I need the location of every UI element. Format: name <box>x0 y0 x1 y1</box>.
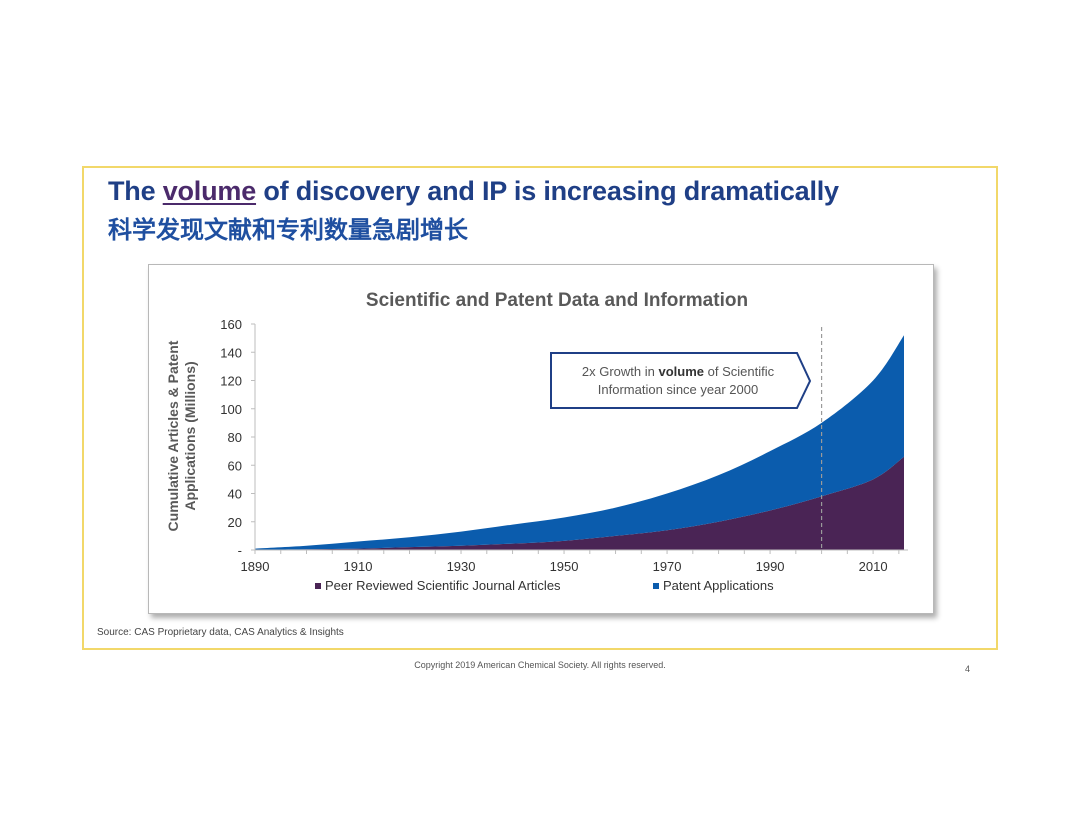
legend-label-patents: Patent Applications <box>663 578 774 593</box>
y-axis-label-line1: Cumulative Articles & Patent <box>165 340 181 531</box>
x-tick-label: 1930 <box>447 559 476 574</box>
x-tick-label: 1950 <box>550 559 579 574</box>
slide-title: The volume of discovery and IP is increa… <box>108 176 839 207</box>
annotation-text-bold: volume <box>658 364 704 379</box>
axis-layer: - 20 40 60 80 100 120 140 160 1890 1910 1930 1950 197… <box>220 317 908 574</box>
y-tick-label: 40 <box>228 487 242 502</box>
legend-swatch-articles <box>315 583 321 589</box>
title-highlight-volume: volume <box>162 176 257 206</box>
area-chart: Scientific and Patent Data and Informati… <box>165 290 908 593</box>
y-tick-label: 20 <box>228 515 242 530</box>
slide-subtitle-chinese: 科学发现文献和专利数量急剧增长 <box>108 216 468 244</box>
y-tick-label: 140 <box>220 345 242 360</box>
y-tick-label: 100 <box>220 402 242 417</box>
y-tick-label: 160 <box>220 317 242 332</box>
legend: Peer Reviewed Scientific Journal Article… <box>315 578 774 593</box>
y-axis-label: Cumulative Articles & Patent Application… <box>165 340 198 531</box>
annotation-callout-shape <box>550 352 812 409</box>
copyright-note: Copyright 2019 American Chemical Society… <box>414 660 666 670</box>
legend-label-articles: Peer Reviewed Scientific Journal Article… <box>325 578 561 593</box>
annotation-text-before: 2x Growth in <box>582 364 659 379</box>
area-series-0 <box>255 456 904 550</box>
x-tick-label: 1970 <box>653 559 682 574</box>
x-tick-label: 1910 <box>344 559 373 574</box>
x-tick-label: 1990 <box>756 559 785 574</box>
y-tick-label: 60 <box>228 458 242 473</box>
legend-swatch-patents <box>653 583 659 589</box>
page-number: 4 <box>965 664 971 674</box>
title-suffix: of discovery and IP is increasing dramat… <box>256 176 839 206</box>
source-note: Source: CAS Proprietary data, CAS Analyt… <box>97 627 344 638</box>
y-tick-label: 120 <box>220 374 242 389</box>
x-tick-label: 2010 <box>859 559 888 574</box>
area-layer <box>255 335 904 550</box>
y-tick-label: 80 <box>228 430 242 445</box>
annotation-callout: 2x Growth in volume of Scientific Inform… <box>550 352 812 409</box>
title-prefix: The <box>108 176 163 206</box>
chart-panel: Scientific and Patent Data and Informati… <box>148 264 934 614</box>
y-axis-label-line2: Applications (Millions) <box>182 361 198 510</box>
area-series-1 <box>255 335 904 550</box>
x-tick-label: 1890 <box>241 559 270 574</box>
chart-title: Scientific and Patent Data and Informati… <box>366 290 748 311</box>
y-tick-label: - <box>238 543 242 558</box>
annotation-text-line2: Information since year 2000 <box>598 382 758 397</box>
annotation-text-after: of Scientific <box>704 364 775 379</box>
annotation-text-line1: 2x Growth in volume of Scientific <box>582 364 775 379</box>
